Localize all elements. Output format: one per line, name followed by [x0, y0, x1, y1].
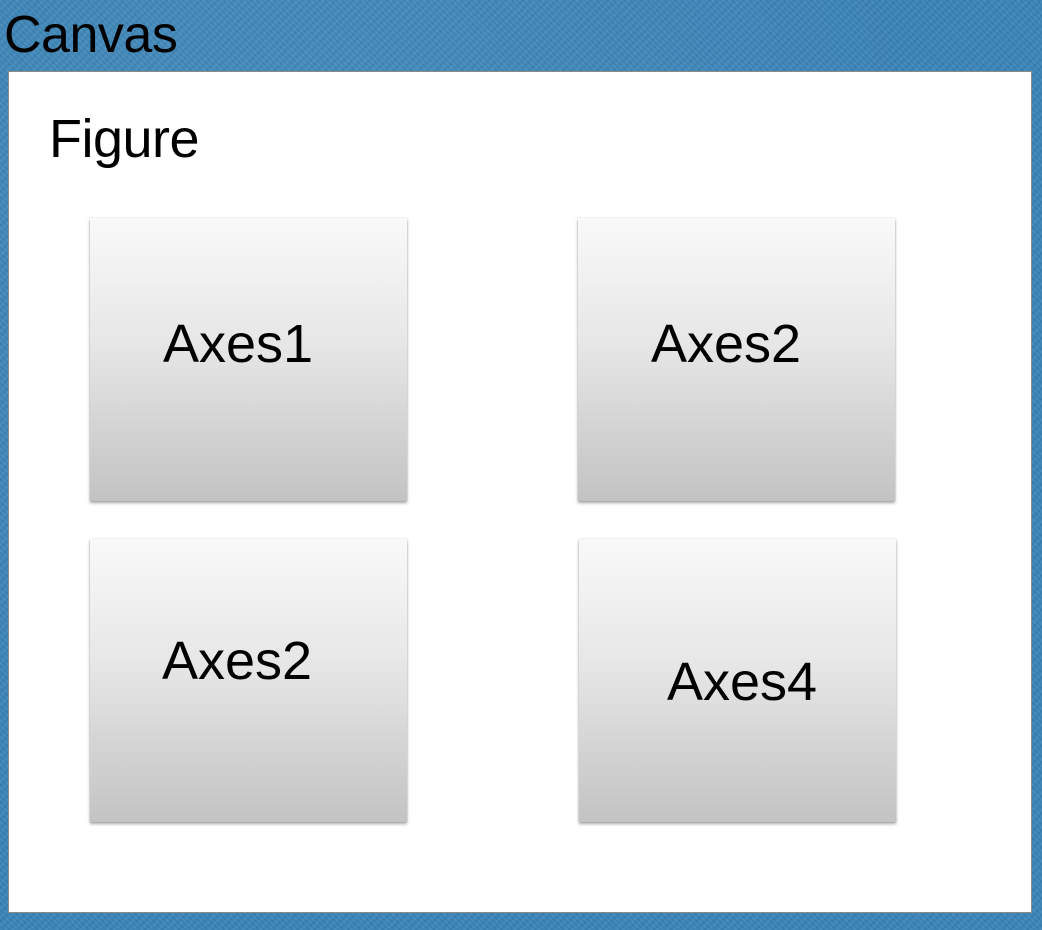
axes-label: Axes4: [667, 652, 818, 712]
axes-box-bottom-right: Axes4: [579, 539, 896, 822]
canvas-label: Canvas: [4, 6, 178, 64]
axes-label: Axes1: [163, 314, 314, 374]
figure-label: Figure: [49, 109, 200, 169]
figure-panel: Figure Axes1 Axes2 Axes2 Axes4: [8, 71, 1032, 913]
axes-box-top-right: Axes2: [578, 218, 895, 501]
axes-box-top-left: Axes1: [90, 218, 407, 501]
axes-label: Axes2: [651, 314, 802, 374]
axes-label: Axes2: [162, 631, 313, 691]
axes-box-bottom-left: Axes2: [90, 539, 407, 822]
